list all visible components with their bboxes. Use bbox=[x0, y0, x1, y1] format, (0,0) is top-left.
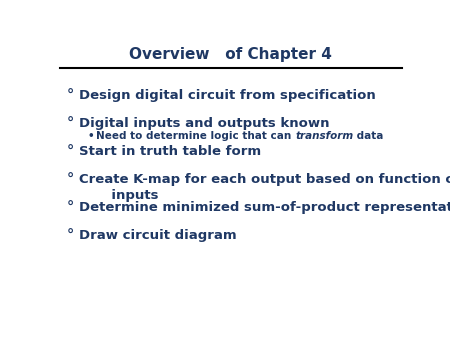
Text: transform: transform bbox=[295, 131, 353, 141]
Text: Determine minimized sum-of-product representation: Determine minimized sum-of-product repre… bbox=[79, 201, 450, 214]
Text: °: ° bbox=[67, 145, 74, 160]
Text: °: ° bbox=[67, 117, 74, 132]
Text: Start in truth table form: Start in truth table form bbox=[79, 145, 261, 158]
Text: •: • bbox=[88, 131, 94, 141]
Text: Design digital circuit from specification: Design digital circuit from specificatio… bbox=[79, 89, 376, 102]
Text: °: ° bbox=[67, 229, 74, 244]
Text: data: data bbox=[353, 131, 384, 141]
Text: Need to determine logic that can: Need to determine logic that can bbox=[96, 131, 295, 141]
Text: °: ° bbox=[67, 201, 74, 216]
Text: °: ° bbox=[67, 173, 74, 188]
Text: Overview   of Chapter 4: Overview of Chapter 4 bbox=[129, 47, 332, 63]
Text: °: ° bbox=[67, 89, 74, 104]
Text: Digital inputs and outputs known: Digital inputs and outputs known bbox=[79, 117, 329, 130]
Text: Create K-map for each output based on function of
       inputs: Create K-map for each output based on fu… bbox=[79, 173, 450, 202]
Text: Draw circuit diagram: Draw circuit diagram bbox=[79, 229, 237, 242]
